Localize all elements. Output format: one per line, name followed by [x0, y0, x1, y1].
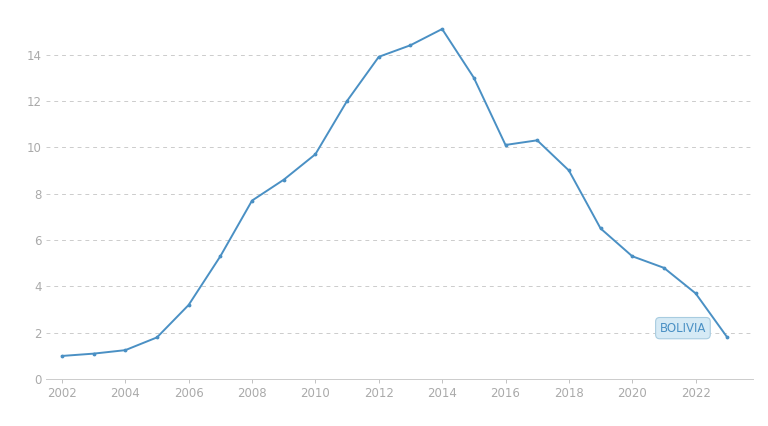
- Text: BOLIVIA: BOLIVIA: [660, 322, 706, 335]
